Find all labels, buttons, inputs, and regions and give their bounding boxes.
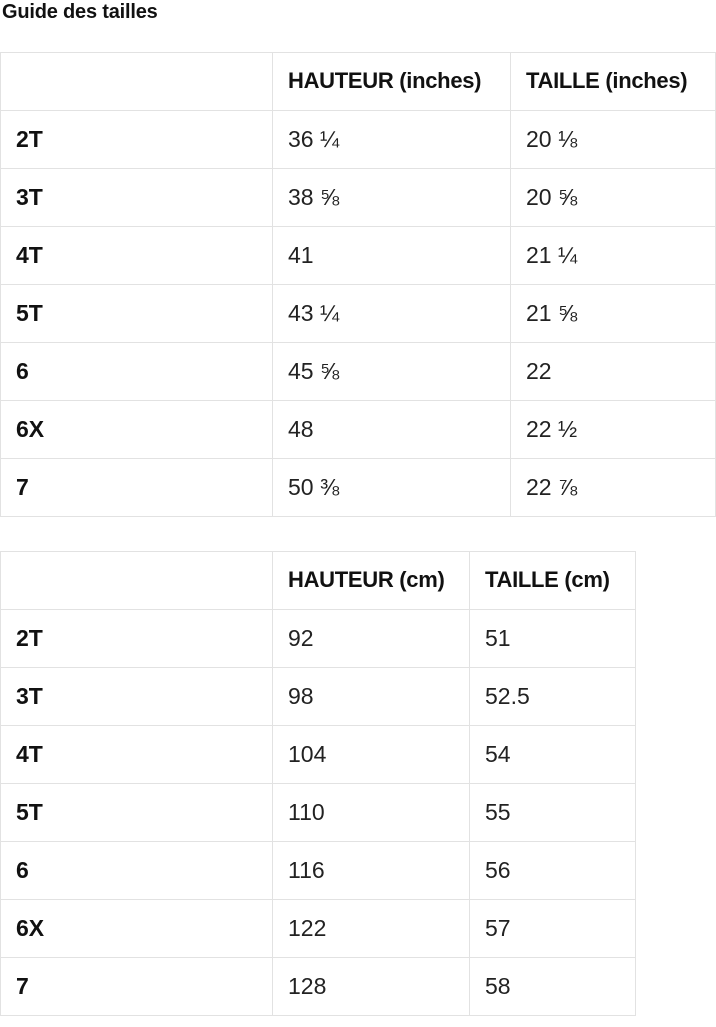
table-row: 6 116 56	[0, 841, 636, 900]
taille-cell: 57	[469, 899, 636, 958]
size-cell: 5T	[0, 783, 273, 842]
hauteur-cell: 38 ⅝	[272, 168, 511, 227]
taille-cell: 56	[469, 841, 636, 900]
taille-cell: 22 ⅞	[510, 458, 716, 517]
size-table-inches: HAUTEUR (inches) TAILLE (inches) 2T 36 ¼…	[0, 52, 716, 517]
size-cell: 2T	[0, 110, 273, 169]
taille-cell: 22 ½	[510, 400, 716, 459]
corner-cell	[0, 52, 273, 111]
header-row: HAUTEUR (inches) TAILLE (inches)	[0, 52, 716, 111]
page-title: Guide des tailles	[2, 1, 158, 23]
taille-cm-header: TAILLE (cm)	[469, 551, 636, 610]
size-cell: 4T	[0, 226, 273, 285]
hauteur-cell: 92	[272, 609, 470, 668]
corner-cell	[0, 551, 273, 610]
hauteur-cell: 41	[272, 226, 511, 285]
taille-cell: 21 ¼	[510, 226, 716, 285]
hauteur-cell: 45 ⅝	[272, 342, 511, 401]
table-row: 5T 110 55	[0, 783, 636, 842]
taille-cell: 20 ⅝	[510, 168, 716, 227]
size-table-cm: HAUTEUR (cm) TAILLE (cm) 2T 92 51 3T 98 …	[0, 551, 636, 1016]
hauteur-cell: 104	[272, 725, 470, 784]
table-row: 7 50 ⅜ 22 ⅞	[0, 458, 716, 517]
size-cell: 3T	[0, 168, 273, 227]
table-row: 3T 38 ⅝ 20 ⅝	[0, 168, 716, 227]
table-row: 5T 43 ¼ 21 ⅝	[0, 284, 716, 343]
size-cell: 7	[0, 957, 273, 1016]
size-cell: 3T	[0, 667, 273, 726]
table-row: 2T 36 ¼ 20 ⅛	[0, 110, 716, 169]
hauteur-cell: 36 ¼	[272, 110, 511, 169]
taille-cell: 55	[469, 783, 636, 842]
taille-cell: 20 ⅛	[510, 110, 716, 169]
hauteur-inches-header: HAUTEUR (inches)	[272, 52, 511, 111]
taille-cell: 51	[469, 609, 636, 668]
hauteur-cell: 110	[272, 783, 470, 842]
taille-cell: 58	[469, 957, 636, 1016]
size-cell: 6	[0, 342, 273, 401]
size-cell: 7	[0, 458, 273, 517]
table-row: 7 128 58	[0, 957, 636, 1016]
hauteur-cm-header: HAUTEUR (cm)	[272, 551, 470, 610]
table-row: 3T 98 52.5	[0, 667, 636, 726]
table-row: 6X 122 57	[0, 899, 636, 958]
table-row: 6 45 ⅝ 22	[0, 342, 716, 401]
header-row: HAUTEUR (cm) TAILLE (cm)	[0, 551, 636, 610]
taille-cell: 22	[510, 342, 716, 401]
size-cell: 6X	[0, 400, 273, 459]
hauteur-cell: 98	[272, 667, 470, 726]
table-row: 6X 48 22 ½	[0, 400, 716, 459]
taille-inches-header: TAILLE (inches)	[510, 52, 716, 111]
table-row: 4T 41 21 ¼	[0, 226, 716, 285]
hauteur-cell: 116	[272, 841, 470, 900]
hauteur-cell: 128	[272, 957, 470, 1016]
hauteur-cell: 48	[272, 400, 511, 459]
taille-cell: 52.5	[469, 667, 636, 726]
taille-cell: 21 ⅝	[510, 284, 716, 343]
taille-cell: 54	[469, 725, 636, 784]
hauteur-cell: 43 ¼	[272, 284, 511, 343]
table-row: 2T 92 51	[0, 609, 636, 668]
size-cell: 5T	[0, 284, 273, 343]
hauteur-cell: 50 ⅜	[272, 458, 511, 517]
hauteur-cell: 122	[272, 899, 470, 958]
size-cell: 6	[0, 841, 273, 900]
size-cell: 2T	[0, 609, 273, 668]
table-row: 4T 104 54	[0, 725, 636, 784]
size-cell: 6X	[0, 899, 273, 958]
size-cell: 4T	[0, 725, 273, 784]
